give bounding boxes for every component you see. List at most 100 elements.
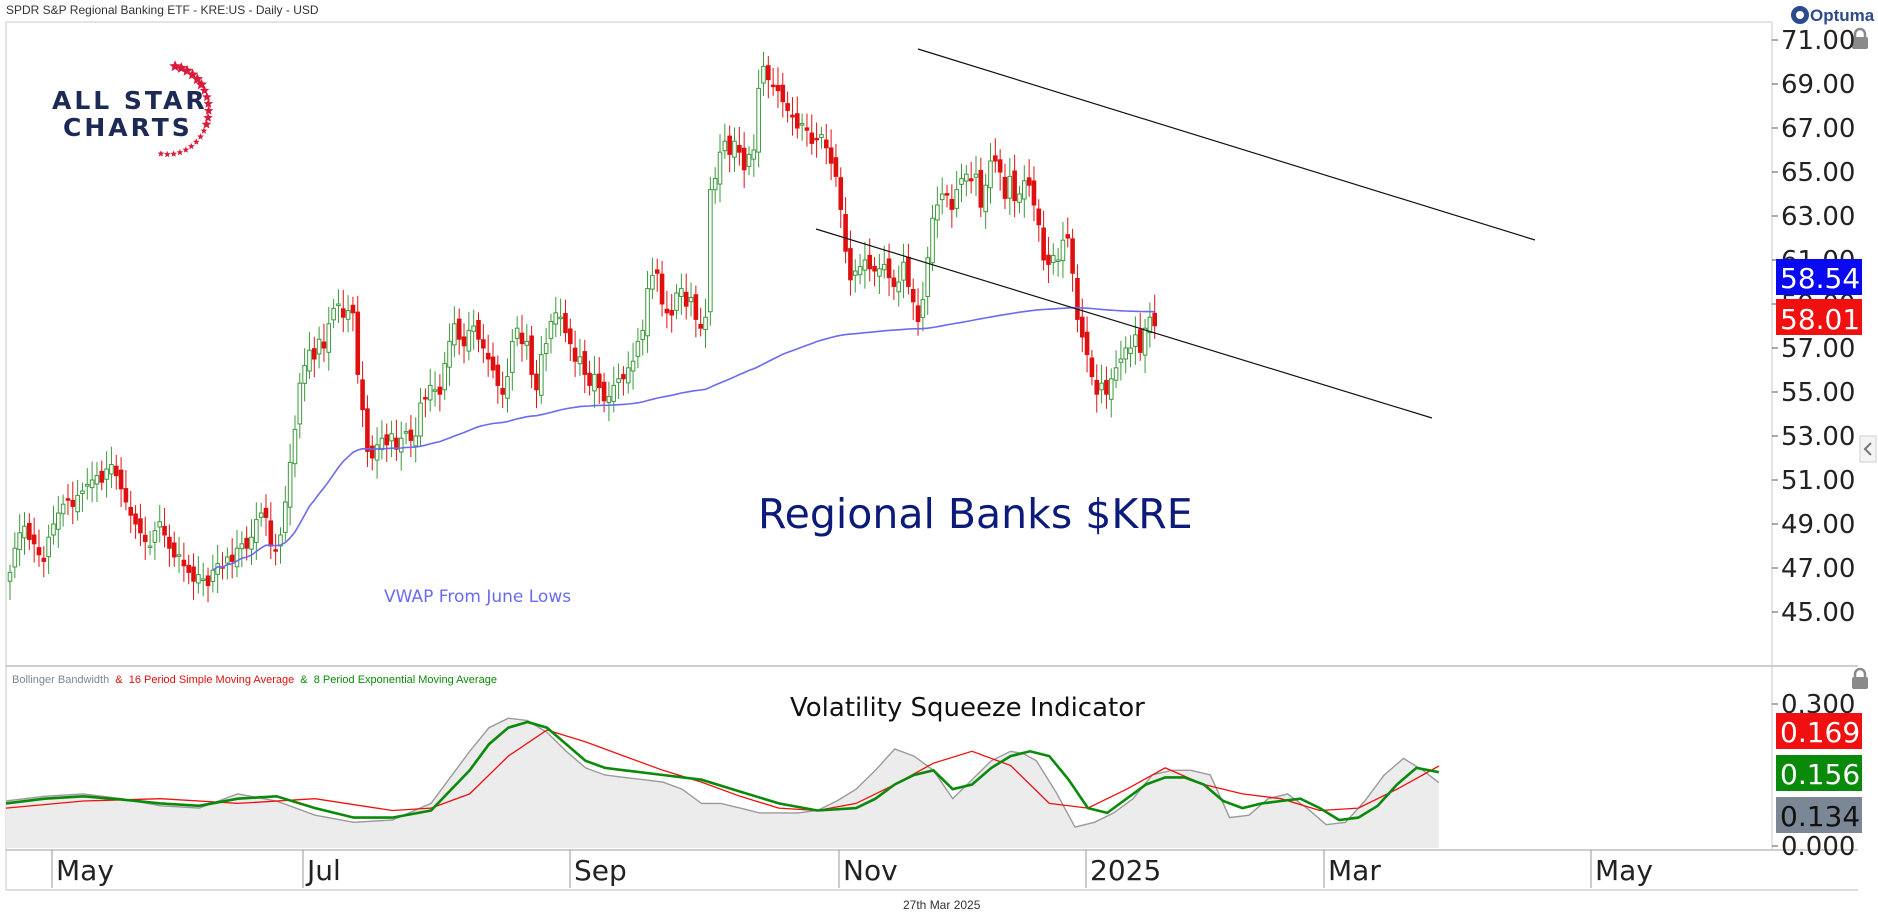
star-icon [182,146,190,153]
candle-body [331,307,336,321]
candle-body [674,292,679,311]
candle-body [336,303,341,306]
candle-body [427,384,433,401]
candle-body [75,494,80,513]
candle-body [340,308,346,318]
candle-body [534,373,539,391]
lock-icon[interactable] [1852,27,1868,49]
candle-body [959,178,964,185]
candle-body [398,437,404,453]
bbw-badge-bg [1776,797,1862,833]
candle-body [1113,367,1119,381]
candle-body [708,189,713,313]
candle-body [84,483,90,487]
candle-body [693,294,699,320]
candle-body [891,277,897,287]
channel-lower-line [815,228,1433,419]
candle-body [630,360,636,372]
candle-body [403,431,409,434]
candle-body [65,498,71,501]
candle-body [896,281,902,293]
candle-body [104,468,109,480]
y-tick-label: 63.00 [1781,202,1855,232]
candle-body [316,338,322,355]
candle-body [360,379,365,411]
candle-body [703,316,708,331]
candle-body [239,543,245,550]
candle-body [1133,334,1138,348]
candle-body [510,340,515,373]
lock-icon[interactable] [1852,667,1868,689]
candle-body [321,341,327,349]
candle-body [229,554,235,562]
candle-body [1108,378,1114,400]
candle-body [857,266,863,276]
candle-body [476,320,481,340]
candle-body [485,352,491,360]
candle-body [901,261,906,281]
candle-body [355,311,361,375]
candle-body [761,65,766,84]
candle-body [819,134,824,138]
star-icon [175,62,187,73]
candle-body [437,386,443,395]
star-icon [202,92,212,102]
candle-body [688,296,694,303]
candle-body [601,381,607,402]
star-icon [157,150,165,157]
candle-body [1152,312,1158,327]
candle-body [113,465,119,477]
candle-body [1002,176,1008,199]
candle-body [51,523,56,536]
candle-body [968,178,974,182]
candle-body [833,157,839,177]
star-icon [164,150,171,158]
candle-body [780,84,786,103]
candle-body [596,373,602,389]
legend-joiner-1: & [115,674,123,686]
candle-body [1147,316,1153,334]
x-tick-label: Sep [574,854,627,887]
candle-body [447,340,452,368]
y-tick-label: 47.00 [1781,554,1855,584]
candle-body [886,258,892,279]
legend-sma: 16 Period Simple Moving Average [129,674,295,686]
candle-body [369,445,375,459]
star-icon [186,68,199,80]
candle-body [717,151,723,185]
x-tick-label: May [1595,854,1653,887]
lock-icon-body [1852,37,1868,49]
bbw-badge-value: 0.134 [1780,800,1860,833]
candle-body [935,204,940,221]
candle-body [31,534,37,545]
candle-body [848,248,853,281]
candle-body [741,147,747,171]
candle-body [263,507,269,518]
star-icon [203,98,214,108]
candle-body [142,534,148,543]
vwap-badge-bg [1776,259,1862,295]
candle-body [1070,238,1075,274]
candle-body [307,349,312,372]
collapse-panel-button[interactable] [1859,435,1877,463]
vwap-badge-value: 58.54 [1780,262,1860,295]
candle-body [756,87,761,153]
candle-body [794,113,800,129]
y-tick-label: 45.00 [1781,598,1855,628]
candle-body [606,395,612,403]
candle-body [949,198,955,210]
lock-icon-body [1852,677,1868,689]
candle-body [553,312,559,325]
star-arc-icon [157,60,214,158]
candle-body [746,153,752,167]
candle-body [1104,379,1109,395]
candle-body [495,364,501,386]
candle-body [577,356,583,365]
candle-body [128,506,134,516]
candle-body [930,217,935,264]
candle-body [413,435,419,447]
candle-body [490,356,496,371]
candle-body [254,519,259,543]
optuma-logo-text: Optuma [1810,6,1875,25]
